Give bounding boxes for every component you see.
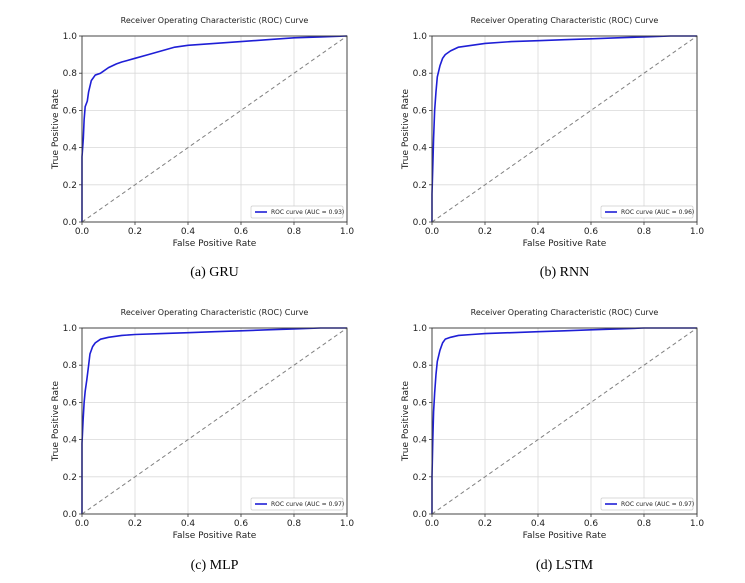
legend-box	[600, 205, 694, 219]
y-tick-label: 1.0	[63, 324, 78, 334]
y-tick-label: 1.0	[63, 32, 78, 42]
roc-curve-line	[81, 35, 348, 222]
legend: ROC curve (AUC = 0.96)	[600, 205, 694, 219]
subfigure-caption: (c) MLP	[191, 558, 239, 573]
roc-curve-line	[431, 35, 697, 222]
roc-panel: Receiver Operating Characteristic (ROC) …	[401, 308, 704, 573]
y-tick-label: 0.2	[413, 473, 427, 483]
subfigure-caption: (a) GRU	[190, 265, 239, 280]
legend: ROC curve (AUC = 0.97)	[600, 497, 694, 511]
y-tick-label: 0.8	[413, 361, 428, 371]
x-axis-label: False Positive Rate	[173, 239, 257, 249]
x-axis-label: False Positive Rate	[523, 531, 607, 541]
y-tick-label: 0.0	[63, 510, 78, 520]
y-tick-label: 0.4	[413, 144, 428, 154]
x-tick-label: 0.2	[478, 519, 492, 529]
y-tick-label: 0.2	[413, 181, 427, 191]
plot-frame	[81, 327, 348, 515]
y-axis-label: True Positive Rate	[401, 380, 411, 462]
chart-title: Receiver Operating Characteristic (ROC) …	[471, 308, 659, 317]
x-tick-label: 0.6	[584, 227, 599, 237]
x-tick-label: 0.2	[478, 227, 492, 237]
y-tick-label: 0.4	[63, 436, 78, 446]
plot-frame	[431, 35, 698, 223]
chart-title: Receiver Operating Characteristic (ROC) …	[121, 16, 309, 25]
x-tick-label: 0.0	[75, 227, 90, 237]
y-tick-label: 1.0	[413, 32, 428, 42]
plot-frame	[81, 35, 348, 223]
x-tick-label: 0.2	[128, 519, 142, 529]
legend-label: ROC curve (AUC = 0.97)	[621, 501, 694, 508]
y-tick-label: 0.4	[413, 436, 428, 446]
y-tick-label: 1.0	[413, 324, 428, 334]
x-tick-label: 0.0	[75, 519, 90, 529]
x-tick-label: 0.4	[181, 227, 196, 237]
x-tick-label: 1.0	[340, 227, 355, 237]
chart-title: Receiver Operating Characteristic (ROC) …	[121, 308, 309, 317]
roc-panel: Receiver Operating Characteristic (ROC) …	[51, 308, 354, 573]
chance-diagonal-line	[431, 35, 698, 223]
x-tick-label: 0.0	[425, 227, 440, 237]
y-tick-label: 0.2	[63, 181, 77, 191]
y-axis-label: True Positive Rate	[51, 88, 61, 170]
x-tick-label: 0.6	[234, 227, 249, 237]
subfigure-caption: (b) RNN	[540, 265, 589, 280]
x-tick-label: 0.4	[181, 519, 196, 529]
y-tick-label: 0.6	[413, 398, 428, 408]
x-tick-label: 0.6	[234, 519, 249, 529]
roc-panel: Receiver Operating Characteristic (ROC) …	[51, 16, 354, 280]
roc-curve-line	[81, 327, 347, 514]
x-tick-label: 0.8	[637, 227, 652, 237]
y-tick-label: 0.6	[63, 106, 78, 116]
legend-box	[250, 205, 344, 219]
subfigure-caption: (d) LSTM	[536, 558, 594, 573]
x-tick-label: 0.4	[531, 227, 546, 237]
chance-diagonal-line	[81, 35, 348, 223]
roc-panel: Receiver Operating Characteristic (ROC) …	[401, 16, 704, 280]
x-tick-label: 1.0	[690, 519, 705, 529]
x-axis-label: False Positive Rate	[523, 239, 607, 249]
legend-label: ROC curve (AUC = 0.96)	[621, 209, 694, 216]
x-tick-label: 0.6	[584, 519, 599, 529]
plot-frame	[431, 327, 698, 515]
legend-box	[250, 497, 344, 511]
x-tick-label: 0.2	[128, 227, 142, 237]
y-tick-label: 0.8	[63, 69, 78, 79]
roc-curve-line	[431, 327, 697, 514]
y-tick-label: 0.8	[413, 69, 428, 79]
y-tick-label: 0.0	[63, 218, 78, 228]
x-tick-label: 0.4	[531, 519, 546, 529]
y-tick-label: 0.6	[63, 398, 78, 408]
y-axis-label: True Positive Rate	[51, 380, 61, 462]
x-tick-label: 1.0	[340, 519, 355, 529]
y-tick-label: 0.2	[63, 473, 77, 483]
x-tick-label: 0.8	[287, 519, 302, 529]
y-tick-label: 0.0	[413, 218, 428, 228]
x-axis-label: False Positive Rate	[173, 531, 257, 541]
x-tick-label: 1.0	[690, 227, 705, 237]
chance-diagonal-line	[431, 327, 698, 515]
y-tick-label: 0.0	[413, 510, 428, 520]
x-tick-label: 0.8	[287, 227, 302, 237]
y-axis-label: True Positive Rate	[401, 88, 411, 170]
chance-diagonal-line	[81, 327, 348, 515]
legend-box	[600, 497, 694, 511]
y-tick-label: 0.8	[63, 361, 78, 371]
x-tick-label: 0.0	[425, 519, 440, 529]
x-tick-label: 0.8	[637, 519, 652, 529]
legend-label: ROC curve (AUC = 0.97)	[271, 501, 344, 508]
legend: ROC curve (AUC = 0.93)	[250, 205, 344, 219]
chart-title: Receiver Operating Characteristic (ROC) …	[471, 16, 659, 25]
legend-label: ROC curve (AUC = 0.93)	[271, 209, 344, 216]
legend: ROC curve (AUC = 0.97)	[250, 497, 344, 511]
y-tick-label: 0.4	[63, 144, 78, 154]
y-tick-label: 0.6	[413, 106, 428, 116]
